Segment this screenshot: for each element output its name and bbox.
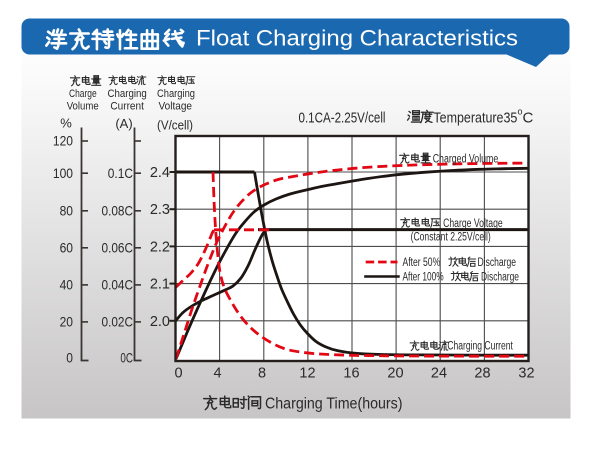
svg-text:Volume: Volume: [67, 101, 99, 113]
svg-text:0.06C: 0.06C: [102, 240, 134, 256]
svg-text:0.04C: 0.04C: [102, 277, 134, 293]
svg-text:100: 100: [53, 165, 73, 181]
svg-text:Charging: Charging: [157, 88, 195, 100]
svg-text:0C: 0C: [120, 350, 133, 366]
svg-text:%: %: [60, 116, 72, 131]
svg-text:40: 40: [60, 277, 74, 293]
svg-text:2.2: 2.2: [150, 239, 170, 255]
svg-text:28: 28: [474, 365, 490, 381]
svg-text:Voltage: Voltage: [159, 101, 193, 113]
svg-text:12: 12: [299, 365, 315, 381]
svg-text:Charged Volume: Charged Volume: [433, 153, 499, 165]
svg-text:Temperature35: Temperature35: [433, 110, 517, 127]
svg-text:80: 80: [60, 203, 74, 219]
svg-text:32: 32: [518, 365, 534, 381]
svg-text:After 100%: After 100%: [403, 272, 444, 284]
svg-text:2.0: 2.0: [150, 314, 170, 330]
svg-text:Float Charging Characteristics: Float Charging Characteristics: [196, 25, 518, 50]
svg-text:(V/cell): (V/cell): [157, 118, 193, 133]
svg-text:8: 8: [258, 365, 266, 381]
svg-text:Discharge: Discharge: [481, 272, 519, 284]
svg-text:20: 20: [60, 314, 74, 330]
svg-text:0: 0: [175, 365, 183, 381]
svg-text:Charging: Charging: [108, 88, 147, 100]
svg-text:0.08C: 0.08C: [102, 203, 134, 219]
svg-text:0.1CA-2.25V/cell: 0.1CA-2.25V/cell: [299, 110, 386, 127]
svg-text:20: 20: [387, 365, 403, 381]
svg-text:Charge Voltage: Charge Voltage: [443, 218, 503, 230]
svg-text:After 50%: After 50%: [403, 257, 441, 269]
svg-text:Charging Current: Charging Current: [447, 341, 513, 353]
svg-text:24: 24: [431, 365, 447, 381]
svg-text:(Constant 2.25V/cell): (Constant 2.25V/cell): [411, 231, 491, 243]
svg-text:2.4: 2.4: [150, 165, 170, 181]
svg-text:2.3: 2.3: [150, 202, 170, 218]
svg-text:2.1: 2.1: [150, 277, 170, 293]
svg-text:4: 4: [213, 365, 221, 381]
svg-text:16: 16: [343, 365, 359, 381]
svg-text:C: C: [523, 110, 534, 127]
svg-text:(A): (A): [115, 116, 132, 131]
svg-text:120: 120: [53, 133, 73, 149]
svg-text:0.02C: 0.02C: [102, 314, 134, 330]
svg-text:Charge: Charge: [69, 88, 97, 100]
svg-text:Discharge: Discharge: [478, 257, 517, 269]
svg-text:Current: Current: [110, 101, 143, 113]
svg-text:0: 0: [66, 350, 73, 366]
svg-text:o: o: [518, 107, 523, 117]
svg-text:Charging Time(hours): Charging Time(hours): [265, 396, 403, 413]
svg-text:60: 60: [60, 240, 74, 256]
svg-text:0.1C: 0.1C: [108, 165, 133, 181]
